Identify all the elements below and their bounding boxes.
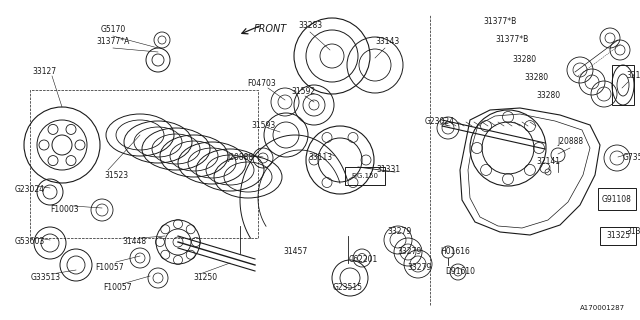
Text: 31377*B: 31377*B	[483, 18, 516, 27]
Text: 31325: 31325	[626, 228, 640, 236]
Text: 33283: 33283	[298, 21, 322, 30]
Text: F10003: F10003	[51, 205, 79, 214]
Text: D91610: D91610	[445, 268, 475, 276]
Text: F04703: F04703	[248, 79, 276, 89]
Text: 31592: 31592	[291, 87, 315, 97]
Text: 32135: 32135	[626, 70, 640, 79]
Bar	[598, 188, 636, 210]
Text: 31250: 31250	[193, 274, 217, 283]
Text: G23515: G23515	[333, 284, 363, 292]
Text: C62201: C62201	[348, 255, 378, 265]
Text: 31377*B: 31377*B	[495, 36, 529, 44]
Text: 31377*A: 31377*A	[96, 37, 130, 46]
Text: G33513: G33513	[31, 274, 61, 283]
Text: 31331: 31331	[376, 165, 400, 174]
Text: G23024: G23024	[425, 117, 455, 126]
Text: 31523: 31523	[104, 171, 128, 180]
Bar	[600, 227, 636, 245]
Text: 33279: 33279	[408, 263, 432, 273]
Text: 33113: 33113	[308, 154, 332, 163]
Text: 31325: 31325	[606, 231, 630, 241]
Text: FRONT: FRONT	[253, 24, 287, 34]
Text: 32141: 32141	[536, 157, 560, 166]
Text: 31457: 31457	[284, 247, 308, 257]
Text: FIG.150: FIG.150	[351, 173, 378, 179]
Text: H01616: H01616	[440, 247, 470, 257]
Text: J20888: J20888	[557, 138, 583, 147]
Text: 33280: 33280	[536, 92, 560, 100]
Text: 33280: 33280	[512, 55, 536, 65]
Text: G5170: G5170	[100, 26, 125, 35]
Text: 33127: 33127	[32, 68, 56, 76]
Bar	[612, 65, 634, 105]
Text: G91108: G91108	[602, 195, 632, 204]
Text: J20888: J20888	[227, 154, 253, 163]
Text: 33279: 33279	[398, 247, 422, 257]
Text: 33280: 33280	[524, 74, 548, 83]
Text: F10057: F10057	[104, 284, 132, 292]
Text: F10057: F10057	[96, 263, 124, 273]
Text: 31448: 31448	[122, 237, 146, 246]
Text: A170001287: A170001287	[580, 305, 625, 311]
Text: 33279: 33279	[388, 228, 412, 236]
Text: G53603: G53603	[15, 237, 45, 246]
Text: 31593: 31593	[252, 121, 276, 130]
Bar	[345, 167, 385, 185]
Text: G23024: G23024	[15, 186, 45, 195]
Text: G73521: G73521	[623, 154, 640, 163]
Text: 33143: 33143	[376, 37, 400, 46]
